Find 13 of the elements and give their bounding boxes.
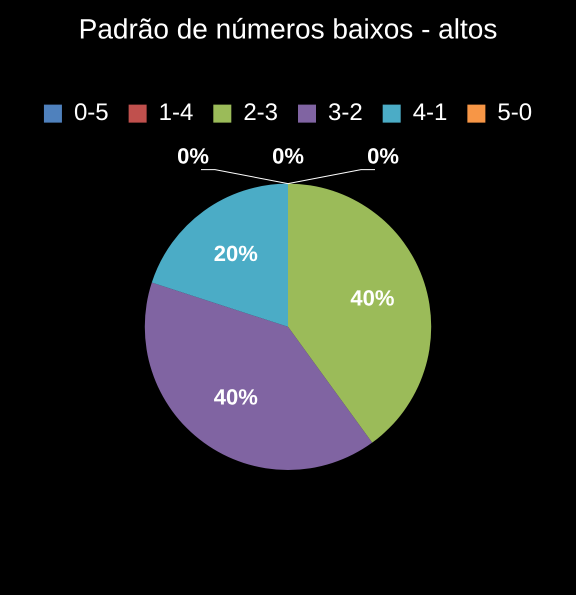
data-label: 40% [350, 285, 394, 310]
data-label: 20% [214, 241, 258, 266]
legend-label: 2-3 [243, 99, 278, 126]
legend-label: 5-0 [497, 99, 532, 126]
legend-label: 3-2 [328, 99, 363, 126]
text: 0% [177, 144, 209, 169]
text: 0% [367, 144, 399, 169]
chart-title: Padrão de números baixos - altos [78, 14, 498, 45]
text: 0% [272, 144, 304, 169]
legend-label: 4-1 [412, 99, 448, 126]
data-label: 40% [214, 384, 258, 410]
legend-label: 1-4 [158, 99, 194, 126]
legend-label: 0-5 [74, 99, 109, 126]
